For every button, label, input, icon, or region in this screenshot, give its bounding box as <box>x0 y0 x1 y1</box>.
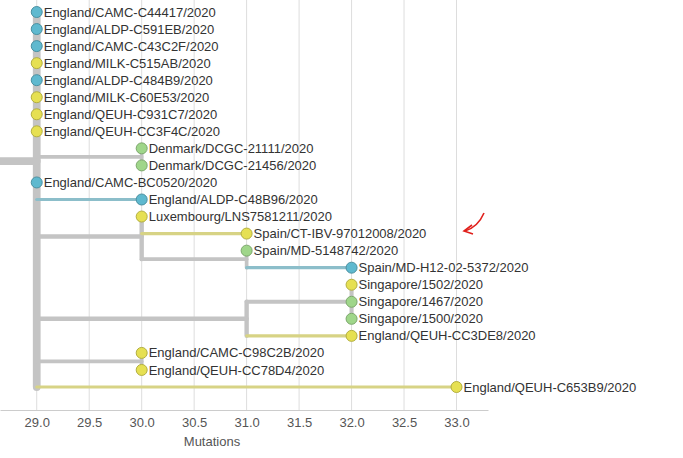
tick-label: 31.5 <box>287 415 312 430</box>
tip[interactable] <box>31 75 42 86</box>
tick-label: 30.0 <box>130 415 155 430</box>
arrow-head <box>464 225 473 234</box>
tip[interactable] <box>451 382 462 393</box>
tip[interactable] <box>31 109 42 120</box>
tip[interactable] <box>241 228 252 239</box>
branch <box>37 385 457 388</box>
branch <box>247 266 352 269</box>
tip[interactable] <box>346 313 357 324</box>
tip-label: England/CAMC-C44417/2020 <box>44 5 216 20</box>
tip[interactable] <box>241 245 252 256</box>
tip-label: Denmark/DCGC-21111/2020 <box>149 141 314 156</box>
axis-title: Mutations <box>184 434 241 449</box>
tick-label: 31.0 <box>234 415 259 430</box>
tip-label: Singapore/1502/2020 <box>359 277 483 292</box>
branch <box>37 155 142 159</box>
tip-label: Spain/CT-IBV-97012008/2020 <box>254 226 427 241</box>
tick: 31.0 <box>234 410 259 430</box>
tip-label: England/QEUH-C931C7/2020 <box>44 107 217 122</box>
tip-label: England/ALDP-C48B96/2020 <box>149 192 318 207</box>
x-axis: 29.0 29.5 30.0 30.5 31.0 31.5 32.0 32.5 33.0 <box>1 410 489 430</box>
tip-label: England/ALDP-C591EB/2020 <box>44 22 215 37</box>
tip-label: England/ALDP-C484B9/2020 <box>44 73 213 88</box>
tip[interactable] <box>31 177 42 188</box>
grid-line <box>404 0 405 410</box>
tip[interactable] <box>136 194 147 205</box>
tip-label: England/QEUH-CC3F4C/2020 <box>44 124 220 139</box>
branch <box>37 234 142 238</box>
tick-label: 32.5 <box>392 415 417 430</box>
grid-line <box>456 0 457 410</box>
arrow-annotation <box>464 213 484 234</box>
branch <box>37 360 142 364</box>
tick-label: 29.5 <box>77 415 102 430</box>
tip[interactable] <box>136 160 147 171</box>
tip[interactable] <box>346 296 357 307</box>
branch <box>247 300 352 304</box>
grid-line <box>351 0 352 410</box>
tip-label: England/CAMC-C98C2B/2020 <box>149 345 325 360</box>
tip[interactable] <box>31 24 42 35</box>
tip-label: Luxembourg/LNS7581211/2020 <box>149 209 332 224</box>
tip[interactable] <box>346 262 357 273</box>
branch <box>37 317 247 321</box>
tick: 33.0 <box>444 410 469 430</box>
tick-label: 32.0 <box>339 415 364 430</box>
chart: England/CAMC-C44417/2020 England/ALDP-C59… <box>0 0 683 458</box>
tick: 29.0 <box>25 410 50 430</box>
tip-label: Singapore/1467/2020 <box>359 294 483 309</box>
tick: 32.5 <box>392 410 417 430</box>
tip[interactable] <box>31 41 42 52</box>
branch <box>37 198 142 201</box>
tip-label: England/MILK-C60E53/2020 <box>44 90 210 105</box>
tip[interactable] <box>136 347 147 358</box>
tick-label: 30.5 <box>182 415 207 430</box>
tick-label: 33.0 <box>444 415 469 430</box>
tick: 30.5 <box>182 410 207 430</box>
branch <box>142 232 247 235</box>
tip-label: Singapore/1500/2020 <box>359 311 483 326</box>
tick: 30.0 <box>130 410 155 430</box>
tip[interactable] <box>136 143 147 154</box>
branch <box>247 334 352 337</box>
tip[interactable] <box>31 7 42 18</box>
tip[interactable] <box>346 330 357 341</box>
tip-label: England/QEUH-CC78D4/2020 <box>149 363 325 378</box>
tip[interactable] <box>136 364 147 375</box>
tip-label: England/CAMC-BC0520/2020 <box>44 175 217 190</box>
tip-label: England/MILK-C515AB/2020 <box>44 56 211 71</box>
branch <box>0 157 37 165</box>
tip[interactable] <box>136 211 147 222</box>
grid <box>37 0 457 410</box>
axis-line <box>1 410 489 411</box>
tip-label: Spain/MD-H12-02-5372/2020 <box>359 260 529 275</box>
tick: 29.5 <box>77 410 102 430</box>
tick: 32.0 <box>339 410 364 430</box>
tip-label: England/QEUH-CC3DE8/2020 <box>359 328 536 343</box>
tip-label: England/QEUH-C653B9/2020 <box>464 380 637 395</box>
tip-labels: England/CAMC-C44417/2020 England/ALDP-C59… <box>44 5 637 395</box>
tip[interactable] <box>31 58 42 69</box>
tip-label: England/CAMC-C43C2F/2020 <box>44 39 219 54</box>
tip[interactable] <box>31 92 42 103</box>
tip[interactable] <box>346 279 357 290</box>
tip[interactable] <box>31 126 42 137</box>
tick-label: 29.0 <box>25 415 50 430</box>
branch <box>142 257 247 261</box>
tip-label: Denmark/DCGC-21456/2020 <box>149 158 317 173</box>
tick: 31.5 <box>287 410 312 430</box>
tip-label: Spain/MD-5148742/2020 <box>254 243 399 258</box>
